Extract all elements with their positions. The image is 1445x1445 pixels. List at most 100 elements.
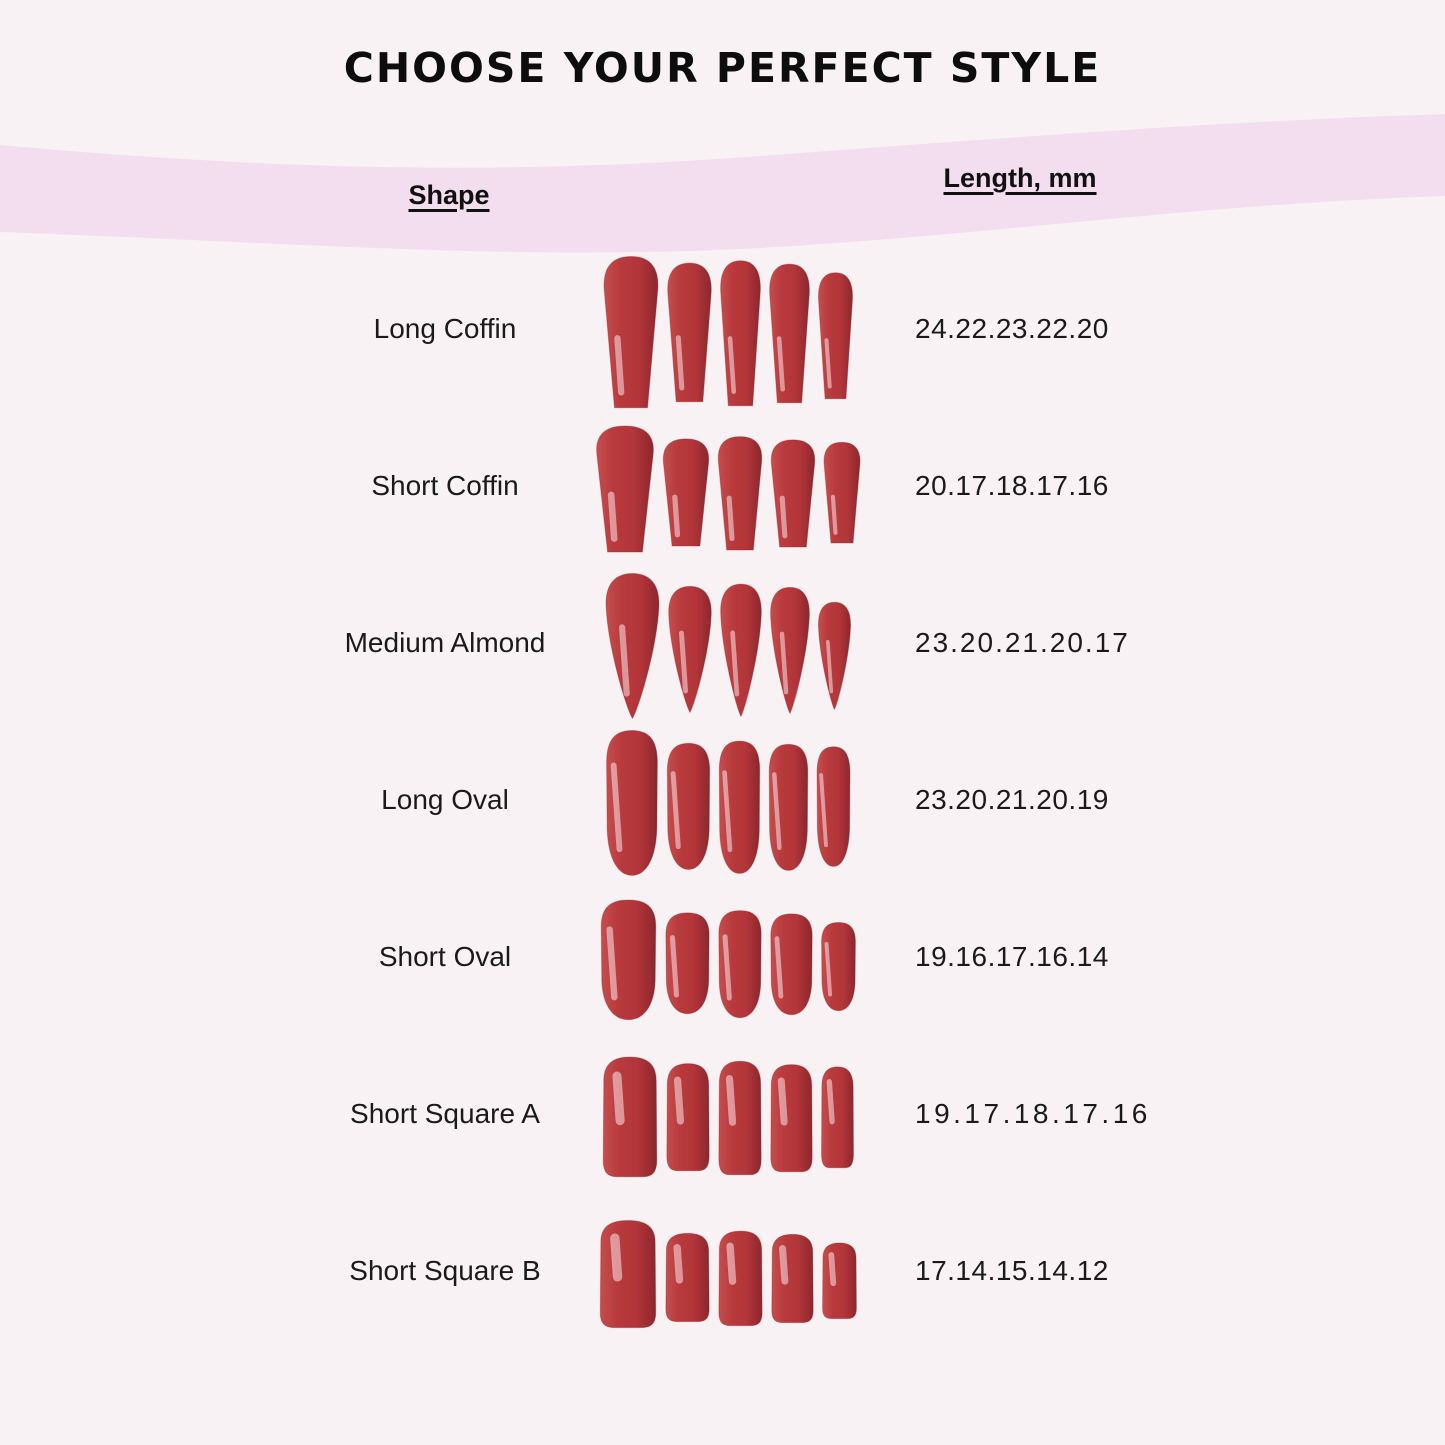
- nail-finger-4: [821, 1065, 854, 1168]
- gloss-highlight: [730, 629, 740, 696]
- nail-finger-3: [771, 1233, 814, 1323]
- gloss-highlight: [607, 491, 618, 542]
- nail-finger-2: [720, 259, 761, 406]
- nail-finger-2: [718, 740, 761, 874]
- gloss-highlight: [779, 1244, 789, 1285]
- gloss-highlight: [830, 494, 838, 535]
- shape-name: Long Coffin: [373, 312, 517, 344]
- length-values: 20.17.18.17.16: [915, 469, 1109, 501]
- nail-finger-0: [599, 1219, 657, 1328]
- gloss-highlight: [777, 1077, 788, 1126]
- gloss-highlight: [779, 495, 788, 538]
- style-row-medium-almond: Medium Almond 23.20.21.20.17: [0, 564, 1445, 721]
- gloss-highlight: [725, 1074, 737, 1126]
- gloss-highlight: [669, 934, 680, 998]
- column-header-length: Length, mm: [943, 163, 1097, 193]
- nail-set-image: [605, 572, 852, 719]
- shape-name: Long Oval: [381, 783, 509, 815]
- nail-finger-1: [665, 911, 710, 1014]
- nail-finger-1: [666, 1062, 710, 1171]
- gloss-highlight: [826, 1078, 835, 1124]
- wave-ribbon-shape: [0, 114, 1445, 253]
- nail-finger-2: [718, 1230, 763, 1326]
- gloss-highlight: [726, 495, 735, 541]
- nail-finger-4: [823, 441, 861, 544]
- nail-finger-0: [600, 898, 657, 1020]
- gloss-highlight: [678, 630, 689, 693]
- shape-name: Short Square A: [350, 1097, 540, 1129]
- nail-finger-2: [720, 583, 762, 718]
- nail-finger-4: [818, 271, 853, 399]
- nail-finger-1: [662, 437, 710, 546]
- shape-name: Short Square B: [349, 1254, 541, 1286]
- gloss-highlight: [776, 335, 785, 392]
- length-values: 24.22.23.22.20: [915, 312, 1109, 344]
- nail-finger-3: [770, 586, 810, 715]
- nail-set-image: [602, 1055, 854, 1177]
- nail-finger-2: [718, 1060, 762, 1175]
- nail-finger-3: [770, 912, 813, 1015]
- length-values: 23.20.21.20.19: [915, 783, 1109, 815]
- shape-name: Short Coffin: [371, 469, 519, 501]
- gloss-highlight: [828, 1251, 837, 1286]
- nail-set-image: [596, 424, 861, 552]
- nail-set-image: [599, 1219, 857, 1328]
- nail-finger-4: [817, 601, 852, 711]
- nail-finger-4: [816, 745, 851, 867]
- nail-finger-1: [665, 1232, 710, 1322]
- gloss-highlight: [825, 639, 834, 693]
- gloss-highlight: [618, 623, 630, 697]
- nail-finger-4: [821, 921, 856, 1011]
- pink-wave-band: [0, 114, 1445, 253]
- nail-finger-3: [768, 743, 809, 871]
- shape-name: Short Oval: [378, 940, 512, 972]
- nail-finger-2: [717, 435, 763, 551]
- gloss-highlight: [610, 1232, 623, 1282]
- shape-name: Medium Almond: [344, 626, 546, 658]
- nail-finger-0: [596, 424, 654, 552]
- column-header-shape: Shape: [408, 180, 490, 210]
- nail-finger-0: [605, 572, 660, 719]
- style-row-short-square-a: Short Square A 19.17.18.17.16: [0, 1035, 1445, 1192]
- style-row-short-oval: Short Oval 19.16.17.16.14: [0, 878, 1445, 1035]
- nail-finger-1: [667, 262, 712, 402]
- gloss-highlight: [614, 334, 625, 396]
- gloss-highlight: [824, 337, 832, 389]
- nail-finger-1: [666, 742, 711, 870]
- page-title: CHOOSE YOUR PERFECT STYLE: [343, 44, 1102, 92]
- gloss-highlight: [726, 1241, 737, 1285]
- gloss-highlight: [774, 935, 784, 999]
- nail-finger-1: [668, 585, 712, 713]
- gloss-highlight: [673, 1076, 685, 1125]
- length-values: 17.14.15.14.12: [915, 1254, 1109, 1286]
- gloss-highlight: [772, 771, 782, 850]
- gloss-highlight: [819, 772, 828, 847]
- nail-finger-2: [718, 909, 762, 1018]
- gloss-highlight: [606, 925, 618, 1000]
- length-values: 19.16.17.16.14: [915, 940, 1109, 972]
- style-row-short-coffin: Short Coffin 20.17.18.17.16: [0, 407, 1445, 564]
- nail-finger-0: [602, 1055, 658, 1177]
- nail-finger-3: [769, 263, 810, 403]
- nail-set-image: [600, 898, 856, 1020]
- style-row-long-coffin: Long Coffin 24.22.23.22.20: [0, 250, 1445, 408]
- nail-finger-4: [822, 1241, 857, 1319]
- length-values: 19.17.18.17.16: [915, 1097, 1151, 1129]
- nail-set-image: [603, 255, 853, 408]
- gloss-highlight: [722, 933, 732, 1001]
- gloss-highlight: [779, 631, 789, 694]
- length-values: 23.20.21.20.17: [915, 626, 1130, 658]
- gloss-highlight: [672, 494, 681, 537]
- style-row-short-square-b: Short Square B 17.14.15.14.12: [0, 1192, 1445, 1349]
- style-row-long-oval: Long Oval 23.20.21.20.19: [0, 721, 1445, 878]
- gloss-highlight: [673, 1243, 684, 1284]
- gloss-highlight: [824, 941, 833, 997]
- gloss-highlight: [612, 1070, 625, 1125]
- style-table: Long Coffin 24.22.23.22.20 Short Coffin …: [0, 250, 1445, 1349]
- gloss-highlight: [722, 769, 733, 852]
- gloss-highlight: [610, 762, 623, 852]
- gloss-highlight: [675, 334, 685, 391]
- nail-finger-0: [603, 255, 659, 408]
- gloss-highlight: [727, 335, 737, 394]
